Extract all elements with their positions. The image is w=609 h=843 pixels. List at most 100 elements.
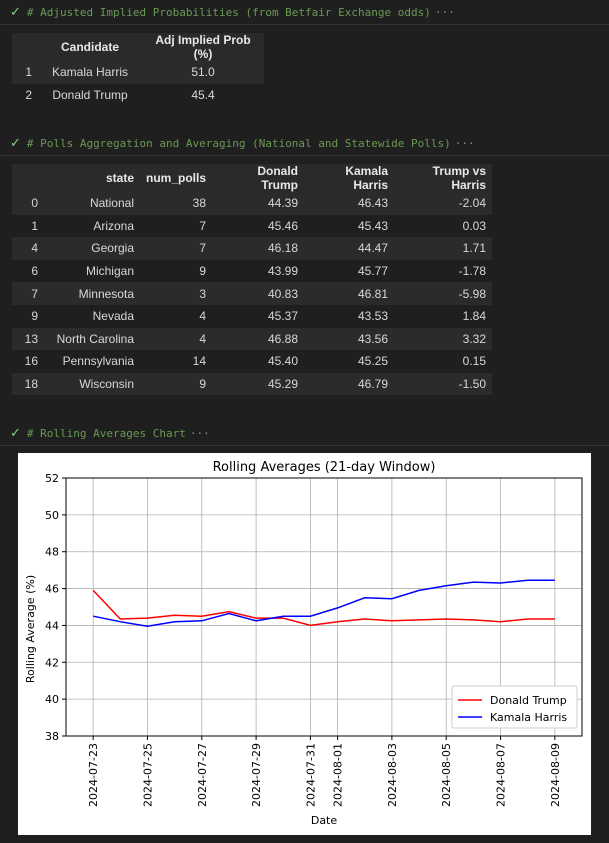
cell: Nevada [44, 304, 140, 328]
cell-header-chart[interactable]: ✓ # Rolling Averages Chart ··· [0, 423, 609, 443]
x-tick-label: 2024-07-27 [196, 743, 209, 807]
x-tick-label: 2024-08-03 [386, 743, 399, 807]
polls-table: state num_polls Donald Trump Kamala Harr… [12, 164, 493, 396]
ellipsis-icon[interactable]: ··· [454, 136, 475, 150]
check-icon: ✓ [10, 4, 21, 20]
cell: Kamala Harris [38, 61, 142, 84]
table-row: 9 Nevada 4 45.37 43.53 1.84 [12, 304, 493, 328]
row-index: 2 [12, 83, 38, 107]
cell: 40.83 [212, 282, 305, 305]
x-tick-label: 2024-07-29 [250, 743, 263, 807]
ellipsis-icon[interactable]: ··· [434, 5, 455, 19]
row-index: 9 [12, 304, 44, 328]
table-row: 0 National 38 44.39 46.43 -2.04 [12, 192, 493, 215]
cell: 46.79 [304, 372, 395, 396]
cell: 44.47 [304, 237, 395, 260]
column-header: Donald Trump [212, 164, 305, 192]
x-tick-label: 2024-07-23 [87, 743, 100, 807]
table-row: 1 Arizona 7 45.46 45.43 0.03 [12, 214, 493, 238]
cell: Minnesota [44, 282, 140, 305]
table-row: 4 Georgia 7 46.18 44.47 1.71 [12, 237, 493, 260]
cell-divider [0, 24, 609, 25]
cell: 45.29 [212, 372, 305, 396]
check-icon: ✓ [10, 135, 21, 151]
y-tick-label: 38 [45, 730, 59, 743]
cell: 14 [140, 350, 213, 373]
table-row: 1 Kamala Harris 51.0 [12, 61, 264, 84]
row-index: 13 [12, 327, 44, 351]
column-header: Candidate [38, 33, 142, 61]
cell: Arizona [44, 214, 140, 238]
y-tick-label: 42 [45, 656, 59, 669]
y-tick-label: 50 [45, 509, 59, 522]
table-row: 13 North Carolina 4 46.88 43.56 3.32 [12, 327, 493, 351]
row-index: 7 [12, 282, 44, 305]
cell-header-polls[interactable]: ✓ # Polls Aggregation and Averaging (Nat… [0, 133, 609, 153]
cell: 38 [140, 192, 213, 215]
cell: 4 [140, 327, 213, 351]
cell: 45.25 [304, 350, 395, 373]
cell-divider [0, 445, 609, 446]
y-axis-label: Rolling Average (%) [24, 575, 37, 683]
x-axis-label: Date [311, 814, 338, 827]
cell: 7 [140, 237, 213, 260]
cell: 45.37 [212, 304, 305, 328]
cell: North Carolina [44, 327, 140, 351]
column-header: Kamala Harris [304, 164, 395, 192]
row-index: 18 [12, 372, 44, 396]
legend-label: Donald Trump [490, 694, 567, 707]
y-tick-label: 48 [45, 546, 59, 559]
column-header: num_polls [140, 164, 213, 192]
table-header-row: Candidate Adj Implied Prob (%) [12, 33, 264, 61]
cell: 3 [140, 282, 213, 305]
column-header: Trump vs Harris [394, 164, 493, 192]
plot-frame [65, 477, 583, 737]
cell: 45.40 [212, 350, 305, 373]
cell: 9 [140, 259, 213, 283]
cell: 46.88 [212, 327, 305, 351]
row-index: 4 [12, 237, 44, 260]
x-tick-label: 2024-07-31 [304, 743, 317, 807]
cell: Michigan [44, 259, 140, 283]
x-tick-label: 2024-08-05 [440, 743, 453, 807]
cell: -1.50 [394, 372, 493, 396]
table-row: 18 Wisconsin 9 45.29 46.79 -1.50 [12, 372, 493, 396]
cell: 45.77 [304, 259, 395, 283]
series-line-kamala-harris [93, 579, 555, 628]
column-header [12, 33, 38, 61]
check-icon: ✓ [10, 425, 21, 441]
y-tick-label: 44 [45, 619, 59, 632]
chart-title: Rolling Averages (21-day Window) [213, 460, 436, 475]
cell: Wisconsin [44, 372, 140, 396]
cell: Donald Trump [38, 83, 142, 107]
cell: 43.53 [304, 304, 395, 328]
ellipsis-icon[interactable]: ··· [189, 426, 210, 440]
column-header: state [44, 164, 140, 192]
table-row: 6 Michigan 9 43.99 45.77 -1.78 [12, 259, 493, 283]
y-tick-label: 46 [45, 583, 59, 596]
cell: National [44, 192, 140, 215]
cell: 43.56 [304, 327, 395, 351]
row-index: 0 [12, 192, 44, 215]
cell: 45.4 [142, 83, 264, 107]
cell: 46.81 [304, 282, 395, 305]
cell: 43.99 [212, 259, 305, 283]
cell: 44.39 [212, 192, 305, 215]
cell: 46.43 [304, 192, 395, 215]
cell-header-text: # Polls Aggregation and Averaging (Natio… [26, 136, 451, 150]
cell: Georgia [44, 237, 140, 260]
cell: 0.03 [394, 214, 493, 238]
probabilities-table: Candidate Adj Implied Prob (%) 1 Kamala … [12, 33, 264, 107]
cell: 46.18 [212, 237, 305, 260]
chart-output: Rolling Averages (21-day Window) Date Ro… [18, 453, 591, 835]
cell: 3.32 [394, 327, 493, 351]
column-header: Adj Implied Prob (%) [142, 33, 264, 61]
cell: 7 [140, 214, 213, 238]
cell: 9 [140, 372, 213, 396]
cell-header-probabilities[interactable]: ✓ # Adjusted Implied Probabilities (from… [0, 2, 609, 22]
table-row: 2 Donald Trump 45.4 [12, 83, 264, 107]
cell: -2.04 [394, 192, 493, 215]
row-index: 1 [12, 61, 38, 84]
table-row: 7 Minnesota 3 40.83 46.81 -5.98 [12, 282, 493, 305]
x-tick-label: 2024-08-01 [332, 743, 345, 807]
